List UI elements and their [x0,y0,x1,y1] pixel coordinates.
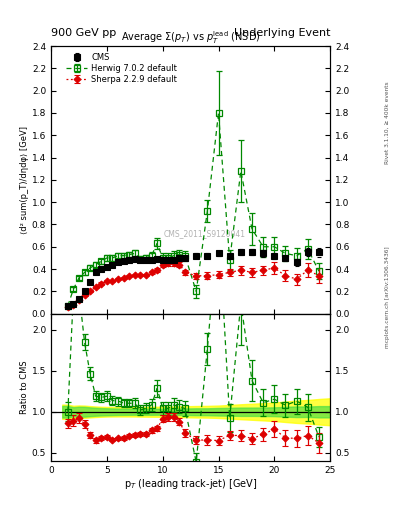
Text: 900 GeV pp: 900 GeV pp [51,28,116,38]
Text: Rivet 3.1.10, ≥ 400k events: Rivet 3.1.10, ≥ 400k events [385,81,389,164]
X-axis label: p$_T$ (leading track-jet) [GeV]: p$_T$ (leading track-jet) [GeV] [124,477,257,492]
Legend: CMS, Herwig 7.0.2 default, Sherpa 2.2.9 default: CMS, Herwig 7.0.2 default, Sherpa 2.2.9 … [66,53,177,84]
Text: mcplots.cern.ch [arXiv:1306.3436]: mcplots.cern.ch [arXiv:1306.3436] [385,246,389,348]
Title: Average $\Sigma(p_T)$ vs $p_T^{\rm lead}$ (NSD): Average $\Sigma(p_T)$ vs $p_T^{\rm lead}… [121,29,261,46]
Text: Underlying Event: Underlying Event [233,28,330,38]
Y-axis label: Ratio to CMS: Ratio to CMS [20,360,29,414]
Text: CMS_2011_S9120041: CMS_2011_S9120041 [163,229,246,238]
Y-axis label: ⟨d² sum(p_T)/dηdφ⟩ [GeV]: ⟨d² sum(p_T)/dηdφ⟩ [GeV] [20,126,29,234]
